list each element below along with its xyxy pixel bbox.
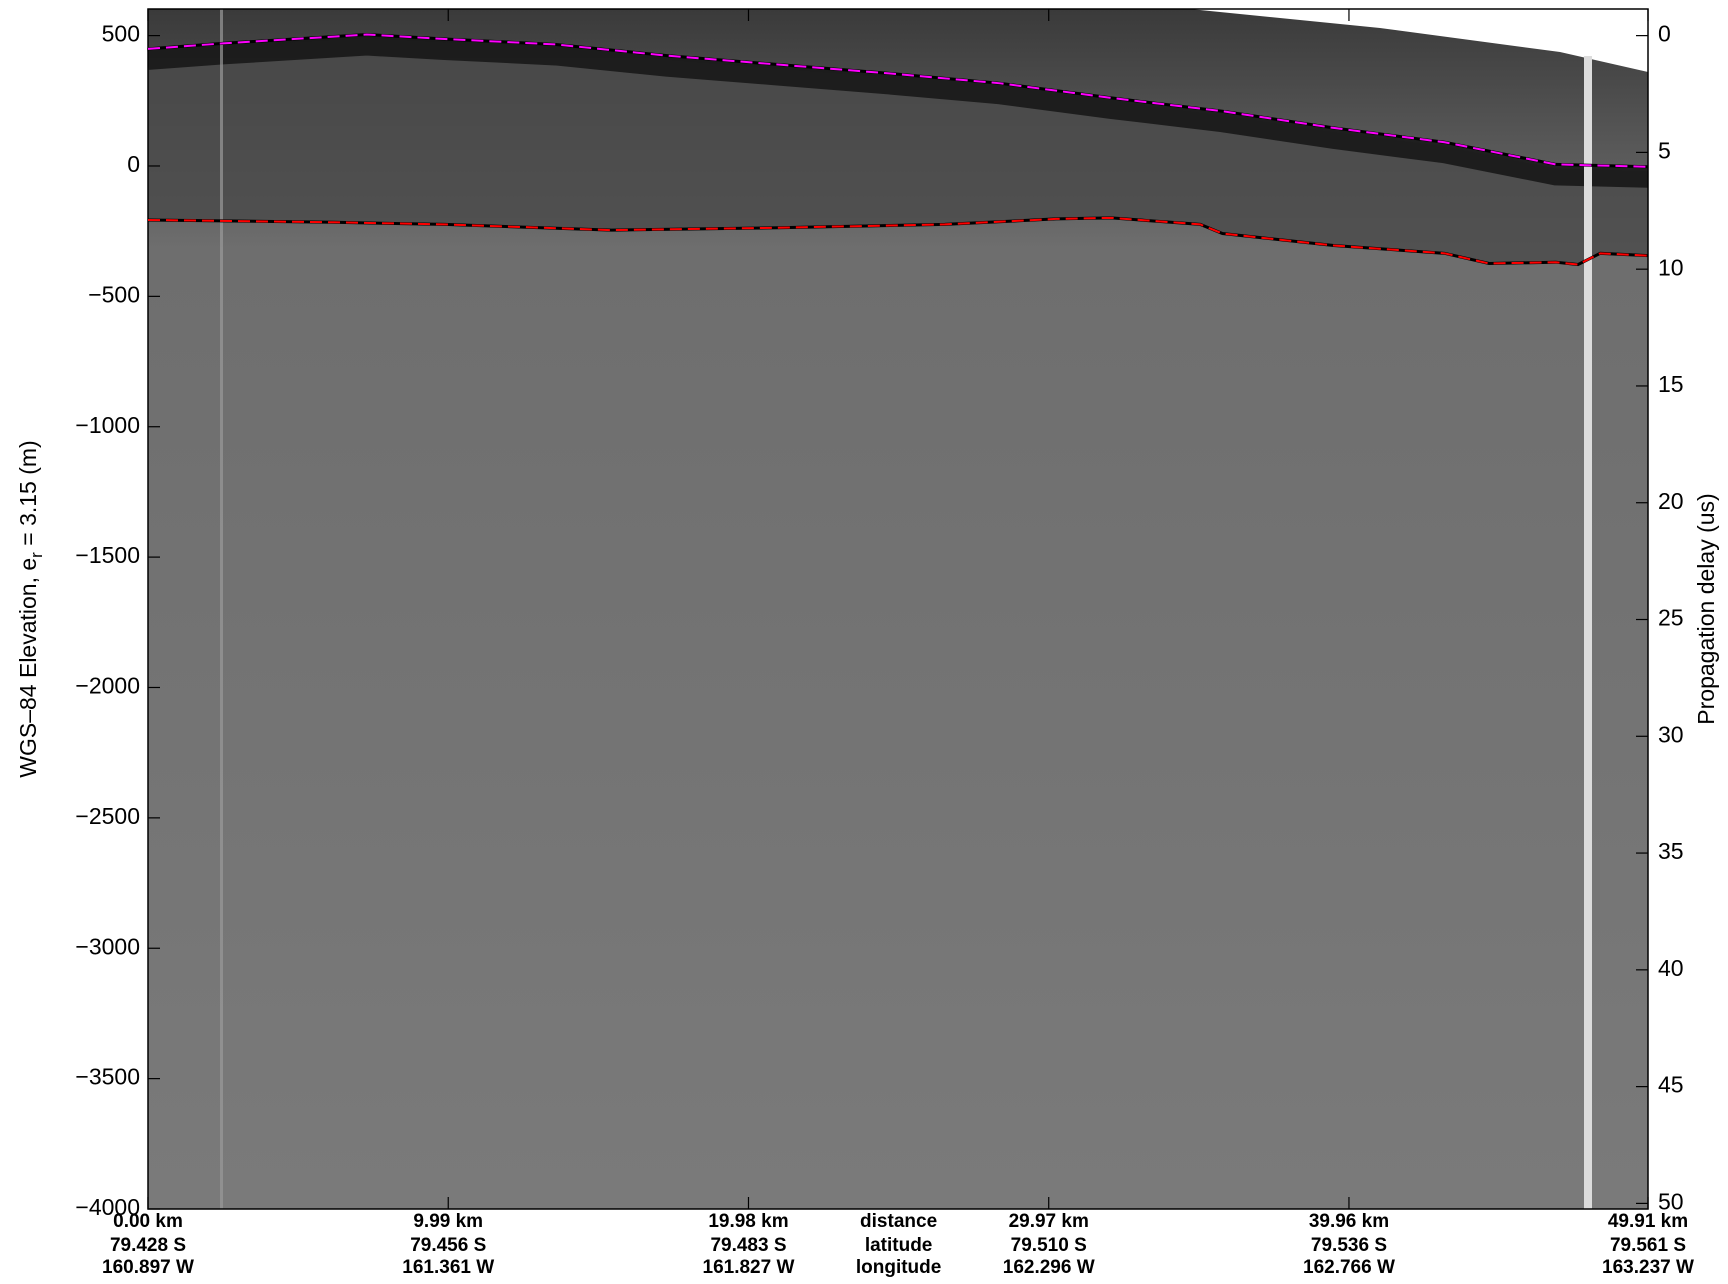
streak — [1584, 56, 1592, 1209]
streak — [220, 9, 223, 1209]
x-tick-label: 0.00 km — [113, 1211, 183, 1232]
x-row-name: longitude — [856, 1257, 941, 1278]
y-tick-label: −1000 — [75, 412, 140, 438]
x-tick-latitude: 79.510 S — [1011, 1235, 1087, 1256]
y2-tick-label: 40 — [1658, 955, 1684, 981]
x-tick-label: 49.91 km — [1608, 1211, 1688, 1232]
x-row-name: distance — [860, 1211, 937, 1232]
y2-tick-label: 5 — [1658, 137, 1671, 163]
y-tick-label: 0 — [127, 151, 140, 177]
y-tick-label: −3000 — [75, 933, 140, 959]
x-tick-longitude: 162.296 W — [1003, 1257, 1095, 1278]
x-tick-latitude: 79.561 S — [1610, 1235, 1686, 1256]
x-tick-latitude: 79.428 S — [110, 1235, 186, 1256]
y-label-text: WGS‒84 Elevation, e — [15, 558, 41, 778]
surface-shadow — [147, 33, 1649, 188]
x-tick-longitude: 161.827 W — [703, 1257, 795, 1278]
x-tick-longitude: 163.237 W — [1602, 1257, 1694, 1278]
y2-tick-label: 30 — [1658, 721, 1684, 747]
y2-tick-label: 25 — [1658, 605, 1684, 631]
plot-frame — [147, 8, 1649, 1210]
ice-band — [148, 38, 1648, 265]
series-line — [147, 33, 1649, 168]
x-tick-label: 39.96 km — [1309, 1211, 1389, 1232]
y-tick-label: −500 — [88, 281, 140, 307]
x-tick-longitude: 160.897 W — [102, 1257, 194, 1278]
y2-tick-label: 35 — [1658, 838, 1684, 864]
series-line — [147, 216, 1649, 266]
y2-tick-label: 10 — [1658, 254, 1684, 280]
x-tick-longitude: 161.361 W — [402, 1257, 494, 1278]
x-row-name: latitude — [865, 1235, 933, 1256]
y-label-rest: = 3.15 (m) — [15, 440, 41, 552]
y2-tick-label: 20 — [1658, 488, 1684, 514]
y-tick-label: −3500 — [75, 1064, 140, 1090]
y-tick-label: −1500 — [75, 542, 140, 568]
x-tick-latitude: 79.483 S — [710, 1235, 786, 1256]
y2-tick-label: 50 — [1658, 1188, 1684, 1214]
y-tick-label: −4000 — [75, 1194, 140, 1220]
y2-axis-label: Propagation delay (us) — [1693, 493, 1719, 724]
y-label-sub: r — [27, 552, 46, 558]
no-data — [1190, 9, 1648, 72]
y-axis-label: WGS‒84 Elevation, er = 3.15 (m) — [15, 440, 46, 777]
y-tick-label: 500 — [102, 21, 140, 47]
x-tick-longitude: 162.766 W — [1303, 1257, 1395, 1278]
x-tick-label: 9.99 km — [413, 1211, 483, 1232]
y-tick-label: −2500 — [75, 803, 140, 829]
x-tick-latitude: 79.536 S — [1311, 1235, 1387, 1256]
x-tick-latitude: 79.456 S — [410, 1235, 486, 1256]
x-tick-label: 19.98 km — [708, 1211, 788, 1232]
x-tick-label: 29.97 km — [1009, 1211, 1089, 1232]
y2-tick-label: 0 — [1658, 21, 1671, 47]
y-tick-label: −2000 — [75, 673, 140, 699]
y2-tick-label: 15 — [1658, 371, 1684, 397]
y2-tick-label: 45 — [1658, 1072, 1684, 1098]
